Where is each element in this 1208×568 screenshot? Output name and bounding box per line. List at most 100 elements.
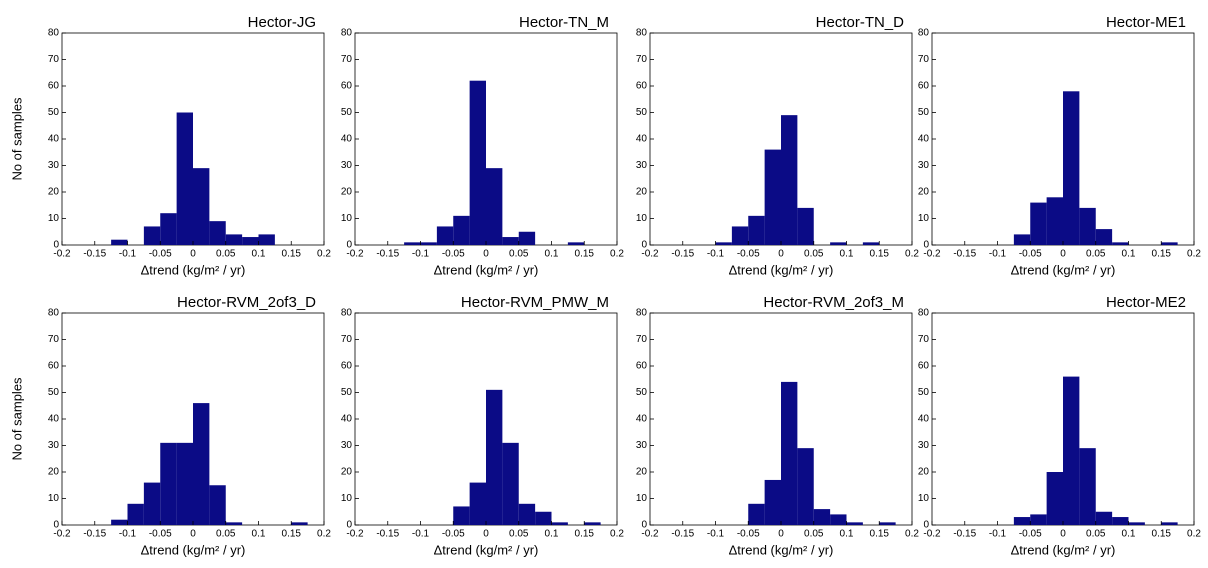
x-tick-label: -0.1 (412, 529, 430, 540)
bar (453, 215, 470, 245)
x-tick-label: 0.05 (509, 249, 529, 260)
y-tick-label: 70 (918, 54, 930, 65)
bar (486, 389, 503, 525)
x-tick-label: 0.1 (545, 249, 559, 260)
bar (764, 479, 781, 525)
x-tick-label: -0.05 (1019, 249, 1042, 260)
y-tick-label: 60 (341, 81, 353, 92)
panel: 0 10 20 30 40 50 60 70 80 -0.2 -0.15 -0.1 -0.05 0 0.05… (636, 294, 920, 557)
bar (1161, 242, 1178, 245)
x-tick-label: -0.05 (149, 529, 172, 540)
x-axis-label: Δtrend (kg/m² / yr) (434, 542, 539, 557)
title: Hector-TN_M (519, 14, 609, 31)
y-tick-label: 10 (48, 493, 60, 504)
y-tick-label: 0 (641, 240, 647, 251)
bar (111, 519, 128, 525)
x-axis-label: Δtrend (kg/m² / yr) (729, 542, 834, 557)
y-tick-label: 70 (918, 334, 930, 345)
x-tick-label: -0.15 (83, 249, 106, 260)
y-tick-label: 20 (636, 467, 648, 478)
bar (748, 503, 765, 525)
x-tick-label: 0.15 (870, 529, 890, 540)
title: Hector-TN_D (816, 14, 905, 31)
x-tick-label: 0.15 (575, 249, 595, 260)
x-axis-label: Δtrend (kg/m² / yr) (141, 262, 246, 277)
x-tick-label: -0.05 (149, 249, 172, 260)
x-tick-label: 0.05 (216, 249, 236, 260)
bar (436, 226, 454, 245)
bar (731, 226, 749, 245)
y-tick-label: 60 (48, 81, 60, 92)
x-tick-label: 0 (778, 249, 784, 260)
bar (453, 506, 470, 525)
y-tick-label: 50 (48, 387, 60, 398)
bar (797, 207, 814, 245)
bar (879, 522, 896, 525)
y-tick-label: 80 (636, 308, 648, 319)
y-tick-label: 10 (48, 213, 60, 224)
y-tick-label: 70 (341, 54, 353, 65)
bar (748, 215, 765, 245)
y-tick-label: 60 (918, 361, 930, 372)
bar (1030, 514, 1047, 525)
bar (469, 80, 486, 245)
x-tick-label: 0.15 (1152, 529, 1172, 540)
bar (846, 522, 863, 525)
y-tick-label: 20 (341, 187, 353, 198)
panel: 0 10 20 30 40 50 60 70 80 -0.2 -0.15 -0.1 -0.05 0 0.05… (9, 14, 331, 277)
y-tick-label: 0 (641, 520, 647, 531)
x-tick-label: 0 (483, 249, 489, 260)
bar (420, 242, 437, 245)
y-tick-label: 20 (48, 187, 60, 198)
x-tick-label: 0.05 (804, 249, 824, 260)
x-tick-label: 0.2 (905, 529, 919, 540)
x-tick-label: 0.1 (545, 529, 559, 540)
bar (486, 168, 503, 245)
bar (258, 234, 275, 245)
x-tick-label: 0.05 (1086, 529, 1106, 540)
y-tick-label: 80 (918, 28, 930, 39)
y-tick-label: 0 (53, 520, 59, 531)
y-tick-label: 20 (918, 467, 930, 478)
x-tick-label: 0.2 (1187, 249, 1201, 260)
bar (781, 115, 798, 246)
x-tick-label: 0.15 (282, 529, 302, 540)
x-tick-label: 0 (1060, 249, 1066, 260)
y-tick-label: 0 (346, 520, 352, 531)
title: Hector-ME1 (1106, 14, 1186, 31)
x-tick-label: -0.1 (119, 249, 137, 260)
y-axis-label: No of samples (9, 377, 24, 461)
title: Hector-ME2 (1106, 294, 1186, 311)
bar (242, 237, 259, 245)
x-tick-label: 0.2 (317, 529, 331, 540)
y-tick-label: 50 (918, 387, 930, 398)
bar (176, 442, 193, 525)
x-tick-label: 0.05 (216, 529, 236, 540)
bar (193, 168, 210, 245)
bar (1063, 91, 1080, 245)
y-tick-label: 80 (48, 308, 60, 319)
bar (781, 381, 798, 525)
bar (1013, 234, 1031, 245)
x-tick-label: -0.15 (953, 249, 976, 260)
x-tick-label: 0.2 (317, 249, 331, 260)
bar (291, 522, 308, 525)
bar (404, 242, 421, 245)
y-tick-label: 40 (918, 134, 930, 145)
x-tick-label: 0.1 (840, 529, 854, 540)
y-tick-label: 40 (918, 414, 930, 425)
x-tick-label: -0.1 (707, 529, 725, 540)
y-tick-label: 60 (48, 361, 60, 372)
bar (715, 242, 732, 245)
bar (502, 237, 519, 245)
x-tick-label: 0.1 (252, 249, 266, 260)
y-tick-label: 70 (636, 54, 648, 65)
x-tick-label: -0.05 (1019, 529, 1042, 540)
x-tick-label: 0.1 (252, 529, 266, 540)
x-tick-label: 0.2 (1187, 529, 1201, 540)
x-tick-label: -0.1 (989, 529, 1007, 540)
title: Hector-RVM_PMW_M (461, 294, 609, 311)
y-tick-label: 30 (636, 440, 648, 451)
x-tick-label: -0.15 (671, 249, 694, 260)
x-tick-label: -0.15 (376, 529, 399, 540)
